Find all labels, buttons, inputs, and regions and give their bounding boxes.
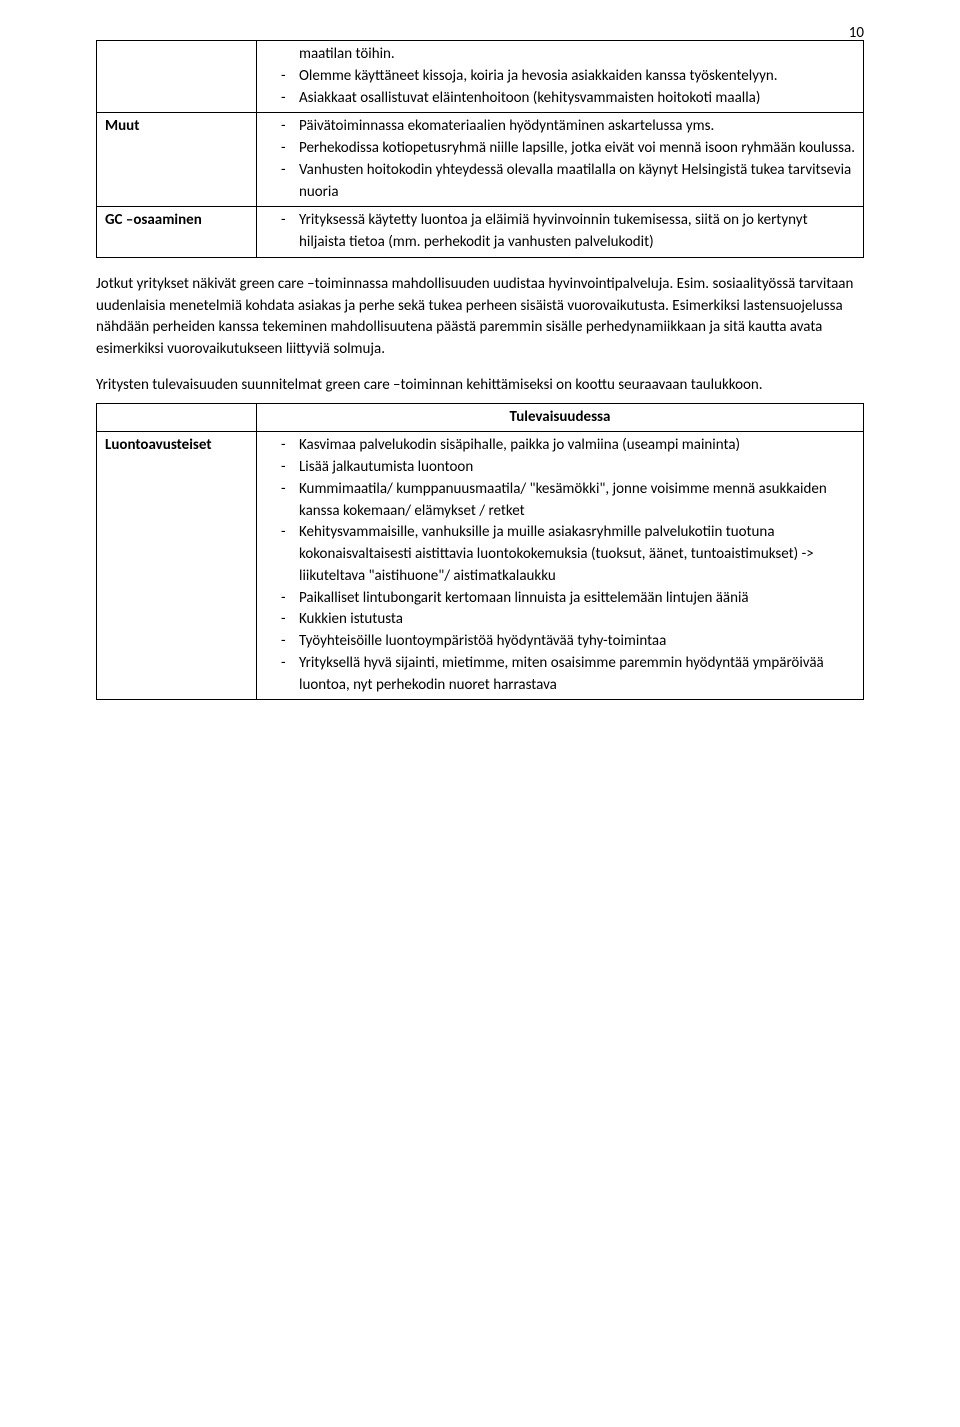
list-item: Paikalliset lintubongarit kertomaan linn… (265, 588, 855, 610)
page-container: 10 maatilan töihin.Olemme käyttäneet kis… (0, 0, 960, 1427)
bullet-list: maatilan töihin.Olemme käyttäneet kissoj… (265, 44, 855, 109)
table-row-label: Muut (97, 113, 257, 207)
list-item: Perhekodissa kotiopetusryhmä niille laps… (265, 138, 855, 160)
table-row: Luontoavusteiset Kasvimaa palvelukodin s… (97, 432, 864, 700)
list-item: Lisää jalkautumista luontoon (265, 457, 855, 479)
table-continuation: maatilan töihin.Olemme käyttäneet kissoj… (96, 40, 864, 258)
paragraph-2: Yritysten tulevaisuuden suunnitelmat gre… (96, 375, 864, 397)
list-item: Kummimaatila/ kumppanuusmaatila/ "kesämö… (265, 479, 855, 523)
list-item: maatilan töihin. (265, 44, 855, 66)
list-item: Kasvimaa palvelukodin sisäpihalle, paikk… (265, 435, 855, 457)
list-item: Kehitysvammaisille, vanhuksille ja muill… (265, 522, 855, 587)
table-row-label: Luontoavusteiset (97, 432, 257, 700)
table-row: Tulevaisuudessa (97, 403, 864, 432)
table-row: Muut Päivätoiminnassa ekomateriaalien hyö… (97, 113, 864, 207)
bullet-list: Yrityksessä käytetty luontoa ja eläimiä … (265, 210, 855, 254)
list-item: Päivätoiminnassa ekomateriaalien hyödynt… (265, 116, 855, 138)
table-cell-content: Päivätoiminnassa ekomateriaalien hyödynt… (257, 113, 864, 207)
list-item: Vanhusten hoitokodin yhteydessä olevalla… (265, 160, 855, 204)
table-header-future: Tulevaisuudessa (257, 403, 864, 432)
table-row-label (97, 41, 257, 113)
list-item: Asiakkaat osallistuvat eläintenhoitoon (… (265, 88, 855, 110)
table-cell-content: maatilan töihin.Olemme käyttäneet kissoj… (257, 41, 864, 113)
table-header-blank (97, 403, 257, 432)
list-item: Olemme käyttäneet kissoja, koiria ja hev… (265, 66, 855, 88)
table-cell-content: Yrityksessä käytetty luontoa ja eläimiä … (257, 207, 864, 258)
table-cell-content: Kasvimaa palvelukodin sisäpihalle, paikk… (257, 432, 864, 700)
list-item: Yrityksessä käytetty luontoa ja eläimiä … (265, 210, 855, 254)
list-item: Työyhteisöille luontoympäristöä hyödyntä… (265, 631, 855, 653)
list-item: Yrityksellä hyvä sijainti, mietimme, mit… (265, 653, 855, 697)
table-row: GC –osaaminenYrityksessä käytetty luonto… (97, 207, 864, 258)
table-row-label: GC –osaaminen (97, 207, 257, 258)
bullet-list: Kasvimaa palvelukodin sisäpihalle, paikk… (265, 435, 855, 696)
paragraph-1: Jotkut yritykset näkivät green care –toi… (96, 274, 864, 361)
page-number: 10 (849, 24, 864, 42)
list-item: Kukkien istutusta (265, 609, 855, 631)
bullet-list: Päivätoiminnassa ekomateriaalien hyödynt… (265, 116, 855, 203)
table-row: maatilan töihin.Olemme käyttäneet kissoj… (97, 41, 864, 113)
table-future: Tulevaisuudessa Luontoavusteiset Kasvima… (96, 403, 864, 701)
